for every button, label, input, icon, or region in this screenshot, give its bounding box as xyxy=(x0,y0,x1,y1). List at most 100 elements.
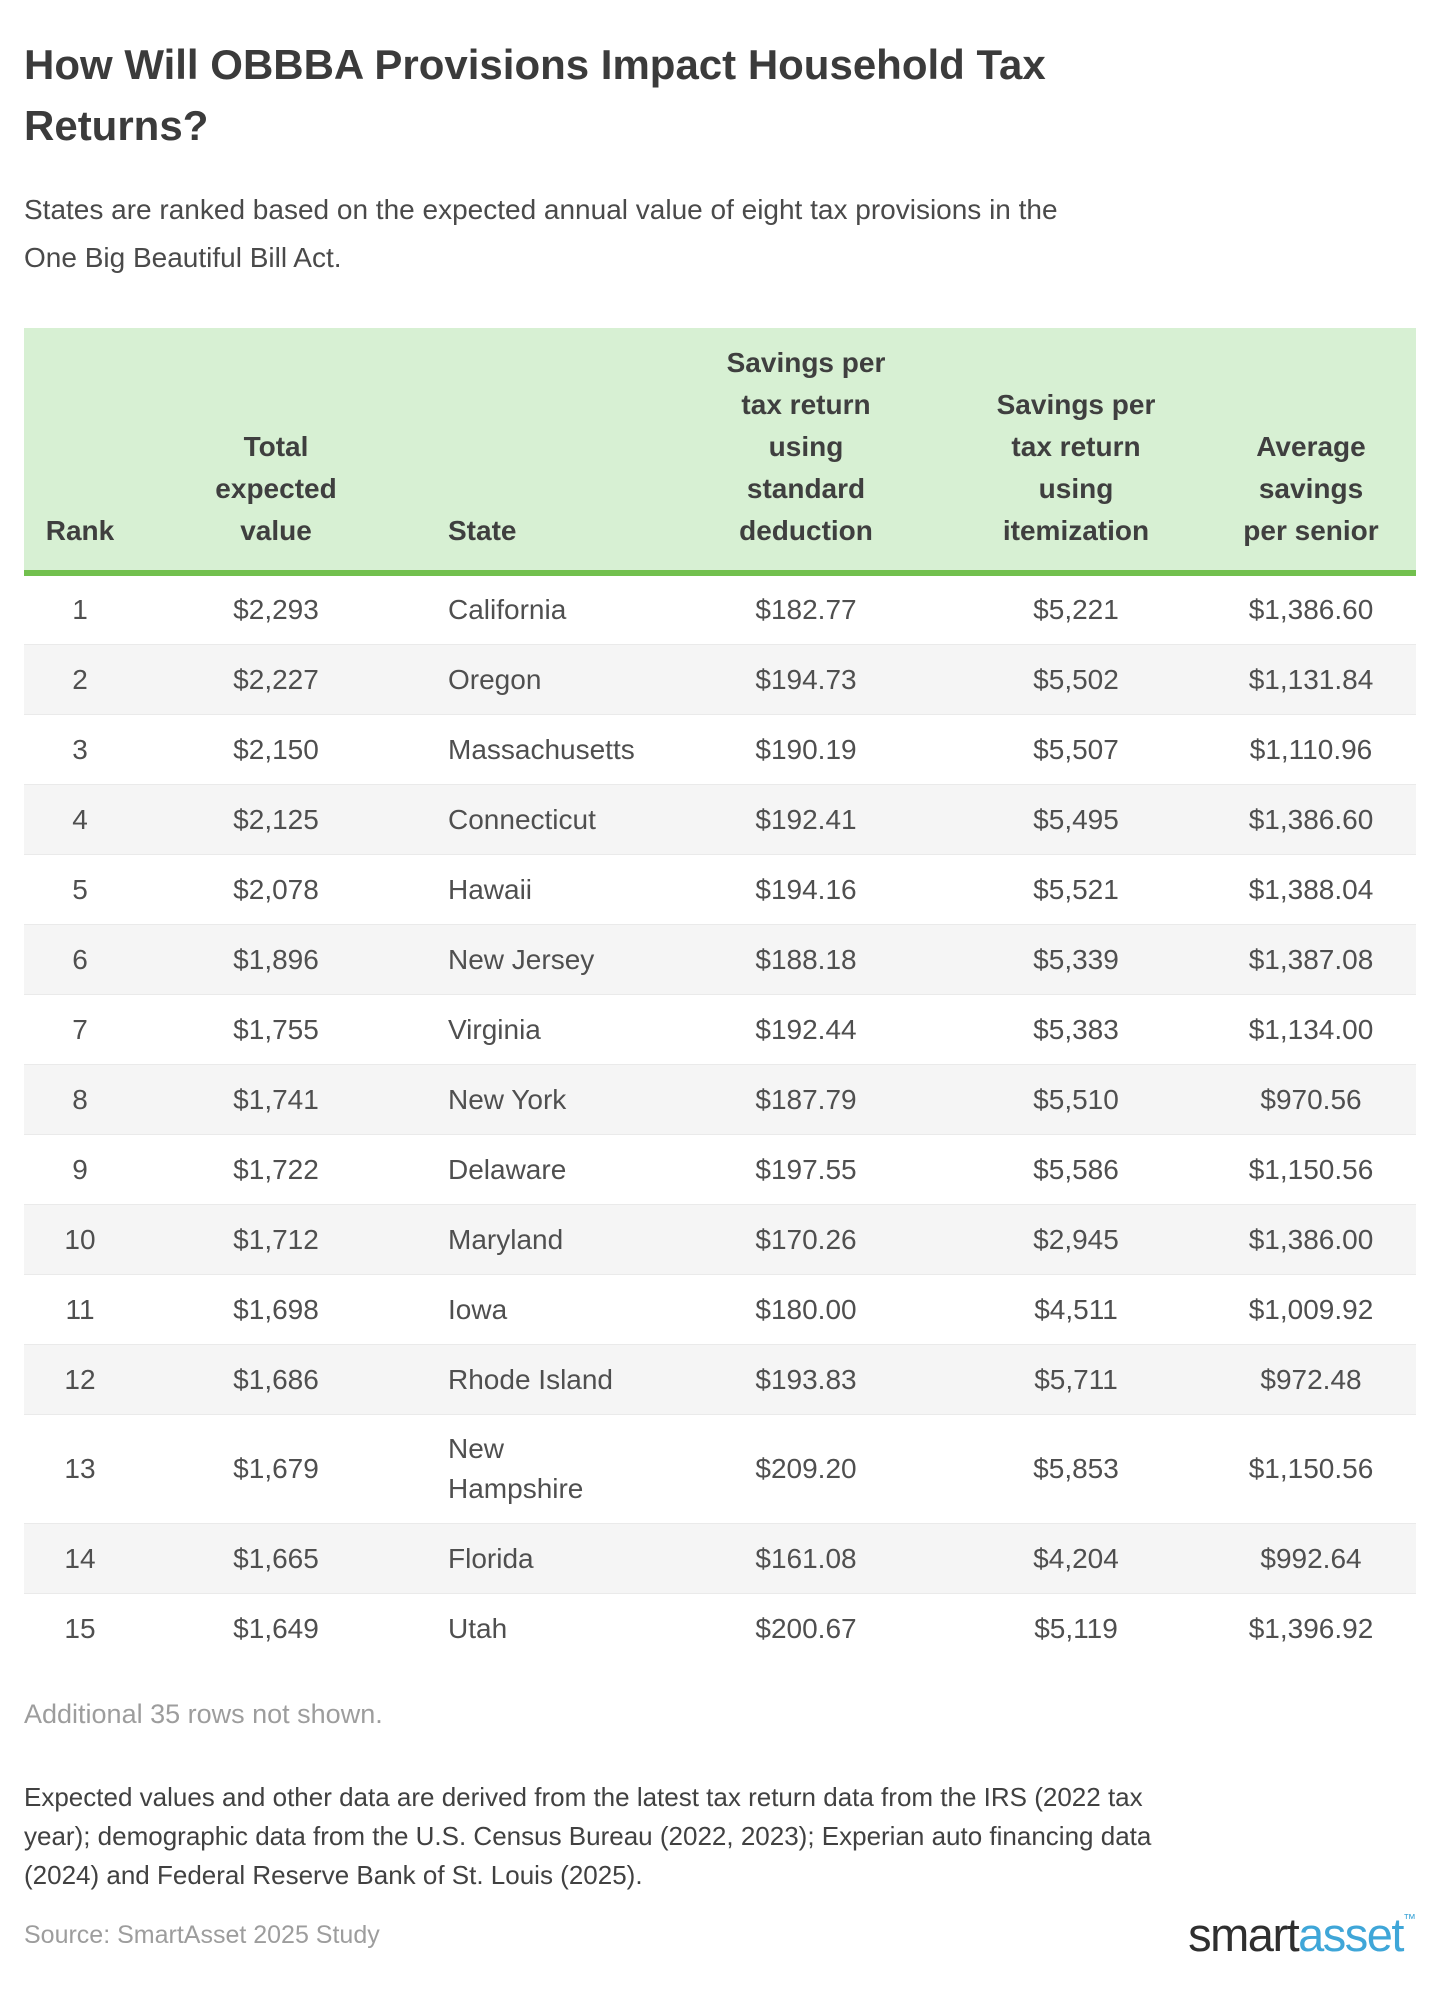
cell-rank: 10 xyxy=(64,1223,96,1255)
cell-state-text: Florida xyxy=(448,1542,534,1574)
cell-total-expected-value: $1,741 xyxy=(233,1083,319,1115)
cell-state-text: Maryland xyxy=(448,1223,564,1255)
cell-rank: 5 xyxy=(72,873,88,905)
table-row: 2 $2,227 Oregon $194.73 $5,502 $1,131.84 xyxy=(24,644,1416,715)
column-header-savings-standard-deduction: Savings per tax return using standard de… xyxy=(666,328,946,573)
table-header-row: Rank Total expected value State Savings … xyxy=(24,328,1416,573)
cell-state: Maryland xyxy=(416,1205,666,1275)
cell-savings-itemization: $5,521 xyxy=(1033,873,1119,905)
column-header-average-savings-senior-label: Average savings per senior xyxy=(1243,431,1379,546)
cell-state-text: Virginia xyxy=(448,1013,541,1045)
smartasset-logo: smartasset™ xyxy=(1188,1911,1416,1958)
cell-total-expected-value: $1,679 xyxy=(233,1453,319,1484)
cell-state-text: Delaware xyxy=(448,1153,567,1185)
cell-total-expected-value: $2,125 xyxy=(233,803,319,835)
page-title: How Will OBBBA Provisions Impact Househo… xyxy=(24,41,1046,149)
table-row: 5 $2,078 Hawaii $194.16 $5,521 $1,388.04 xyxy=(24,854,1416,925)
source-text: Source: SmartAsset 2025 Study xyxy=(24,1920,380,1949)
cell-total-expected-value: $1,698 xyxy=(233,1293,319,1325)
cell-savings-itemization: $5,711 xyxy=(1034,1363,1118,1395)
cell-savings-itemization: $4,204 xyxy=(1033,1542,1119,1574)
cell-state: Connecticut xyxy=(416,785,666,855)
logo-asset-text: asset xyxy=(1298,1907,1404,1961)
cell-rank: 3 xyxy=(72,733,88,765)
column-header-savings-itemization-label: Savings per tax return using itemization xyxy=(996,389,1156,546)
cell-rank: 12 xyxy=(64,1363,96,1395)
cell-savings-standard-deduction: $187.79 xyxy=(755,1083,857,1115)
cell-rank: 8 xyxy=(72,1083,88,1115)
cell-rank: 7 xyxy=(72,1013,88,1045)
table-row: 10 $1,712 Maryland $170.26 $2,945 $1,386… xyxy=(24,1204,1416,1275)
column-header-savings-standard-deduction-label: Savings per tax return using standard de… xyxy=(726,347,886,546)
cell-savings-itemization: $5,510 xyxy=(1033,1083,1119,1115)
cell-savings-itemization: $5,383 xyxy=(1033,1013,1119,1045)
table-row: 9 $1,722 Delaware $197.55 $5,586 $1,150.… xyxy=(24,1134,1416,1205)
column-header-state: State xyxy=(416,328,666,573)
cell-savings-standard-deduction: $209.20 xyxy=(755,1453,857,1484)
column-header-total-expected-value: Total expected value xyxy=(136,328,416,573)
column-header-state-label: State xyxy=(448,515,517,546)
cell-average-savings-senior: $1,387.08 xyxy=(1248,943,1374,975)
cell-savings-standard-deduction: $188.18 xyxy=(755,943,857,975)
table-row: 8 $1,741 New York $187.79 $5,510 $970.56 xyxy=(24,1064,1416,1135)
cell-savings-standard-deduction: $193.83 xyxy=(755,1363,857,1395)
cell-rank: 1 xyxy=(72,594,88,625)
table-row: 12 $1,686 Rhode Island $193.83 $5,711 $9… xyxy=(24,1344,1416,1415)
cell-rank: 13 xyxy=(64,1453,96,1484)
table-row: 15 $1,649 Utah $200.67 $5,119 $1,396.92 xyxy=(24,1593,1416,1664)
cell-savings-itemization: $4,511 xyxy=(1034,1293,1118,1325)
cell-savings-itemization: $5,221 xyxy=(1033,594,1119,625)
cell-state: Delaware xyxy=(416,1135,666,1205)
footer-bottom-row: Source: SmartAsset 2025 Study smartasset… xyxy=(24,1911,1416,1958)
table-row: 13 $1,679 New Hampshire $209.20 $5,853 $… xyxy=(24,1414,1416,1524)
cell-savings-itemization: $5,495 xyxy=(1033,803,1119,835)
cell-rank: 2 xyxy=(72,663,88,695)
cell-rank: 11 xyxy=(65,1293,95,1325)
cell-state-text: New Hampshire xyxy=(448,1433,584,1504)
cell-average-savings-senior: $1,150.56 xyxy=(1248,1453,1374,1484)
cell-state: Oregon xyxy=(416,645,666,715)
cell-state: Virginia xyxy=(416,995,666,1065)
cell-average-savings-senior: $1,388.04 xyxy=(1248,873,1374,905)
cell-average-savings-senior: $1,386.60 xyxy=(1248,803,1374,835)
cell-total-expected-value: $1,896 xyxy=(233,943,319,975)
cell-savings-itemization: $2,945 xyxy=(1033,1223,1119,1255)
cell-state: Utah xyxy=(416,1594,666,1664)
cell-total-expected-value: $1,686 xyxy=(233,1363,319,1395)
cell-rank: 6 xyxy=(72,943,88,975)
cell-savings-itemization: $5,119 xyxy=(1034,1612,1118,1644)
cell-total-expected-value: $2,293 xyxy=(233,594,319,625)
table-row: 1 $2,293 California $182.77 $5,221 $1,38… xyxy=(24,573,1416,645)
cell-savings-standard-deduction: $190.19 xyxy=(755,733,857,765)
cell-rank: 14 xyxy=(64,1542,96,1574)
cell-savings-itemization: $5,502 xyxy=(1033,663,1119,695)
cell-state-text: Oregon xyxy=(448,663,542,695)
cell-average-savings-senior: $1,134.00 xyxy=(1248,1013,1374,1045)
logo-smart-text: smart xyxy=(1188,1907,1300,1961)
cell-total-expected-value: $1,649 xyxy=(233,1612,319,1644)
cell-total-expected-value: $2,078 xyxy=(233,873,319,905)
cell-rank: 4 xyxy=(72,803,88,835)
cell-state-text: New Jersey xyxy=(448,943,595,975)
cell-state: New York xyxy=(416,1065,666,1135)
rankings-table: Rank Total expected value State Savings … xyxy=(24,328,1416,1664)
cell-average-savings-senior: $972.48 xyxy=(1260,1363,1362,1395)
cell-savings-standard-deduction: $194.73 xyxy=(755,663,857,695)
cell-average-savings-senior: $992.64 xyxy=(1260,1542,1362,1574)
cell-state: New Jersey xyxy=(416,925,666,995)
cell-state: Rhode Island xyxy=(416,1345,666,1415)
cell-total-expected-value: $1,755 xyxy=(233,1013,319,1045)
cell-average-savings-senior: $1,396.92 xyxy=(1248,1612,1374,1644)
methodology-text: Expected values and other data are deriv… xyxy=(24,1781,1152,1890)
cell-average-savings-senior: $1,386.60 xyxy=(1248,594,1374,625)
cell-state: New Hampshire xyxy=(416,1415,666,1524)
cell-average-savings-senior: $1,009.92 xyxy=(1248,1293,1374,1325)
cell-savings-itemization: $5,339 xyxy=(1033,943,1119,975)
column-header-savings-itemization: Savings per tax return using itemization xyxy=(946,328,1206,573)
cell-state-text: Massachusetts xyxy=(448,733,635,765)
cell-rank: 15 xyxy=(64,1612,96,1644)
page-subtitle: States are ranked based on the expected … xyxy=(24,194,1058,273)
table-body: 1 $2,293 California $182.77 $5,221 $1,38… xyxy=(24,573,1416,1664)
cell-average-savings-senior: $1,150.56 xyxy=(1248,1153,1374,1185)
cell-state-text: Iowa xyxy=(448,1293,508,1325)
